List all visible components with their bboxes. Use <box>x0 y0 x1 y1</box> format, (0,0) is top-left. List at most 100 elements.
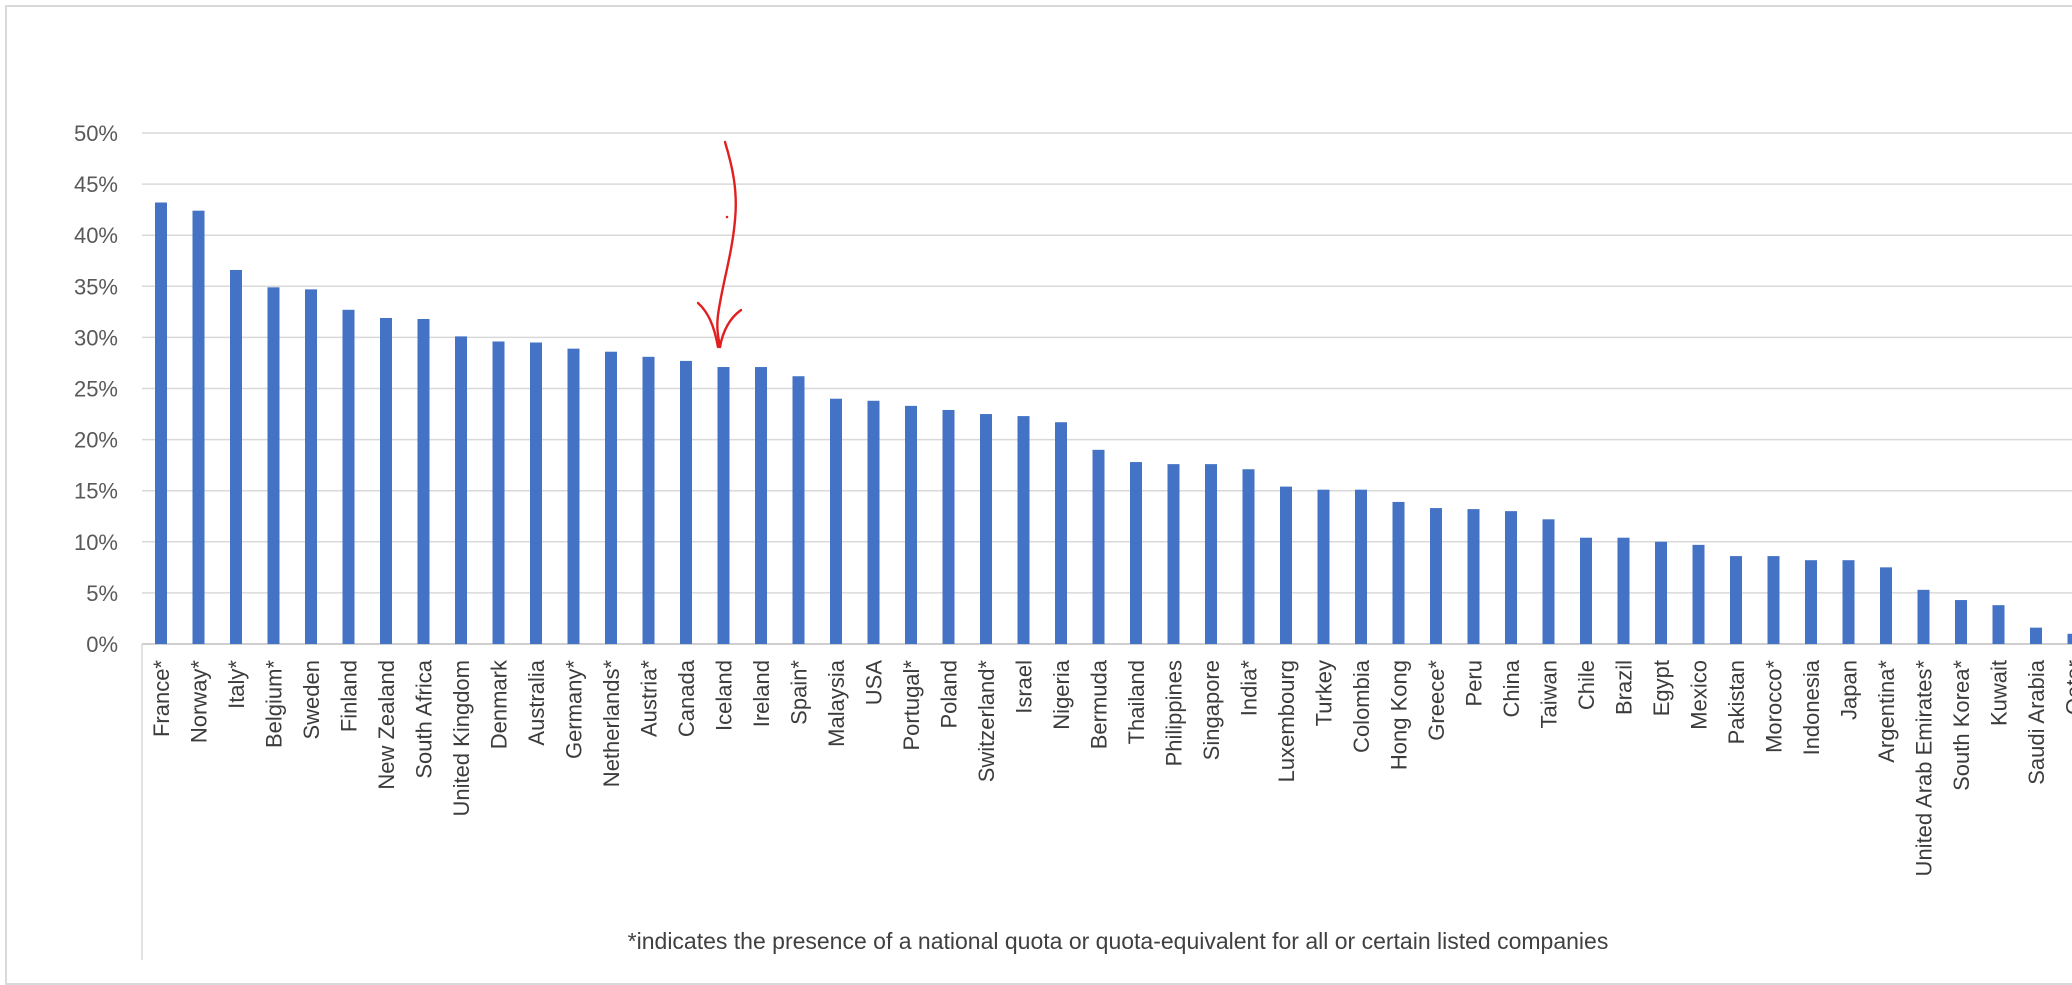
bar <box>1693 545 1705 644</box>
x-category-label: Pakistan <box>1724 660 1749 744</box>
x-category-label: Bermuda <box>1087 659 1112 749</box>
x-category-label: Japan <box>1837 660 1862 720</box>
y-tick-label: 35% <box>74 274 118 299</box>
x-category-label: South Africa <box>412 659 437 778</box>
x-category-label: India* <box>1237 660 1262 717</box>
x-category-label: Netherlands* <box>599 660 624 788</box>
x-category-label: Sweden <box>299 660 324 740</box>
bar <box>530 343 542 644</box>
x-category-label: Denmark <box>487 659 512 749</box>
bar <box>493 341 505 644</box>
x-category-label: New Zealand <box>374 660 399 790</box>
x-category-label: Malaysia <box>824 659 849 747</box>
bar <box>1843 560 1855 644</box>
x-category-label: Singapore <box>1199 660 1224 760</box>
x-category-label: Greece* <box>1424 660 1449 741</box>
bar <box>568 349 580 644</box>
bar <box>1468 509 1480 644</box>
bar <box>1805 560 1817 644</box>
bar <box>1130 462 1142 644</box>
x-category-label: United Kingdom <box>449 660 474 817</box>
grid-lines <box>142 133 2072 593</box>
x-category-label: USA <box>862 660 887 706</box>
bar <box>1430 508 1442 644</box>
chart-footnote: *indicates the presence of a national qu… <box>628 928 1609 954</box>
x-category-label: Austria* <box>637 660 662 737</box>
x-category-label: Philippines <box>1162 660 1187 766</box>
x-category-label: Israel <box>1012 660 1037 714</box>
x-category-label: Peru <box>1462 660 1487 706</box>
bar <box>230 270 242 644</box>
bar <box>155 202 167 644</box>
y-tick-label: 25% <box>74 377 118 402</box>
bar <box>1918 590 1930 644</box>
x-category-label: Ireland <box>749 660 774 727</box>
x-category-label: Poland <box>937 660 962 729</box>
x-category-label: Indonesia <box>1799 659 1824 755</box>
x-category-label: Luxembourg <box>1274 660 1299 782</box>
x-category-label: Italy* <box>224 660 249 709</box>
x-category-label: Belgium* <box>262 660 287 748</box>
x-category-label: Saudi Arabia <box>2024 659 2049 785</box>
x-category-label: Iceland <box>712 660 737 731</box>
x-category-label: France* <box>149 660 174 737</box>
bar <box>1355 490 1367 644</box>
x-category-label: Argentina* <box>1874 660 1899 763</box>
bar <box>268 287 280 644</box>
x-category-label: Kuwait <box>1987 660 2012 726</box>
bar <box>1730 556 1742 644</box>
y-tick-label: 15% <box>74 479 118 504</box>
bar <box>193 211 205 644</box>
x-category-label: Germany* <box>562 660 587 759</box>
bar <box>943 410 955 644</box>
x-category-label: Nigeria <box>1049 659 1074 729</box>
arrow-head-right <box>720 310 741 347</box>
y-tick-label: 10% <box>74 530 118 555</box>
x-category-label: South Korea* <box>1949 660 1974 791</box>
bar <box>455 336 467 644</box>
bar <box>755 367 767 644</box>
y-tick-label: 50% <box>74 121 118 146</box>
bar <box>1993 605 2005 644</box>
bar-series <box>155 202 2072 644</box>
bar <box>605 352 617 644</box>
bar <box>830 399 842 644</box>
bar <box>2068 634 2072 644</box>
bar <box>1393 502 1405 644</box>
x-category-label: United Arab Emirates* <box>1912 660 1937 877</box>
x-category-label: Egypt <box>1649 660 1674 716</box>
y-tick-label: 0% <box>86 632 118 657</box>
y-tick-label: 40% <box>74 223 118 248</box>
bar <box>680 361 692 644</box>
y-axis-tick-labels: 0%5%10%15%20%25%30%35%40%45%50% <box>74 121 118 657</box>
bar <box>980 414 992 644</box>
bar <box>1543 519 1555 644</box>
x-category-label: Norway* <box>187 660 212 744</box>
bar <box>343 310 355 644</box>
arrow-head-left <box>698 303 718 347</box>
bar <box>1055 422 1067 644</box>
x-category-label: Brazil <box>1612 660 1637 715</box>
bar <box>1955 600 1967 644</box>
y-tick-label: 30% <box>74 325 118 350</box>
x-category-label: Qatar <box>2062 660 2072 715</box>
bar <box>1618 538 1630 644</box>
x-category-label: Taiwan <box>1537 660 1562 728</box>
x-category-label: Portugal* <box>899 660 924 751</box>
x-category-label: Chile <box>1574 660 1599 710</box>
x-category-label: Finland <box>337 660 362 732</box>
bar <box>1280 487 1292 644</box>
x-category-label: Spain* <box>787 660 812 725</box>
y-tick-label: 5% <box>86 581 118 606</box>
bar <box>1768 556 1780 644</box>
bar-chart: 0%5%10%15%20%25%30%35%40%45%50% France*N… <box>0 0 2072 960</box>
bar <box>643 357 655 644</box>
bar <box>380 318 392 644</box>
x-category-label: Colombia <box>1349 659 1374 753</box>
bar <box>718 367 730 644</box>
bar <box>418 319 430 644</box>
x-category-label: Thailand <box>1124 660 1149 744</box>
bar <box>2030 628 2042 644</box>
x-axis-category-labels: France* Norway* Italy* Belgium* Sweden Finlan… <box>149 659 2072 876</box>
bar <box>1168 464 1180 644</box>
